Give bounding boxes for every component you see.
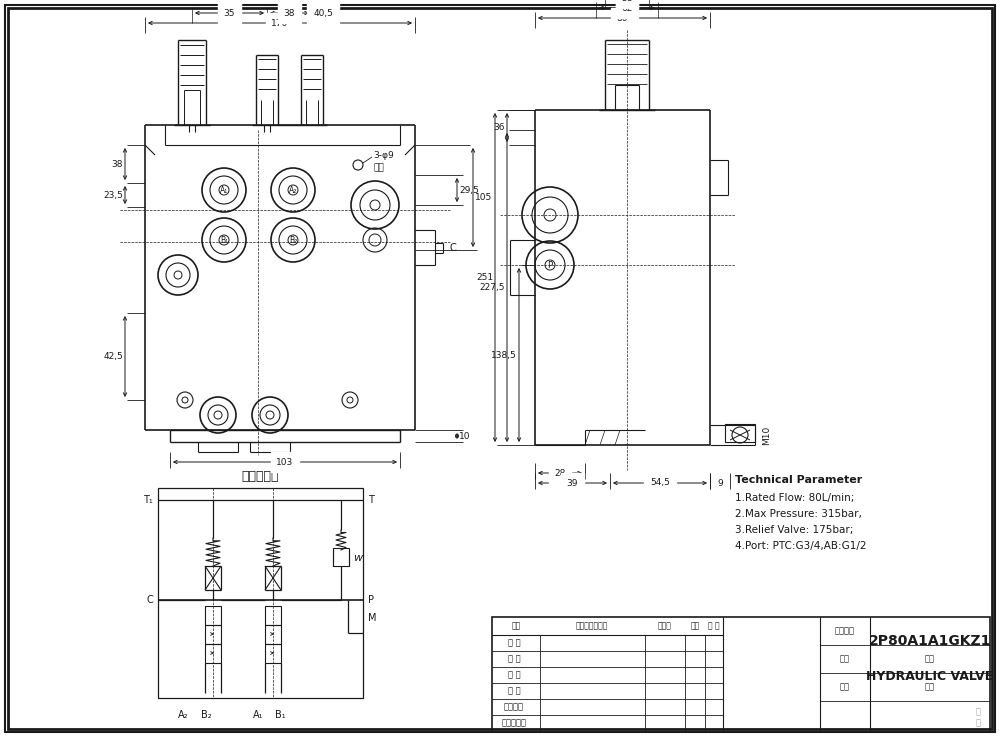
- Bar: [265, 606, 281, 625]
- Text: 35: 35: [224, 9, 235, 18]
- Text: 4.Port: PTC:G3/4,AB:G1/2: 4.Port: PTC:G3/4,AB:G1/2: [735, 541, 866, 551]
- Text: 更改人: 更改人: [658, 621, 672, 630]
- Text: 标记: 标记: [511, 621, 521, 630]
- Text: 共张: 共张: [840, 682, 850, 691]
- Bar: [205, 644, 221, 663]
- Text: 比例: 比例: [925, 654, 935, 663]
- Text: 103: 103: [276, 458, 294, 467]
- Text: 227,5: 227,5: [480, 283, 505, 292]
- Text: 170: 170: [271, 18, 289, 27]
- Bar: [725, 424, 755, 442]
- Bar: [205, 625, 221, 644]
- Text: 36: 36: [494, 123, 505, 132]
- Text: 138,5: 138,5: [491, 351, 517, 360]
- Text: 42,5: 42,5: [103, 352, 123, 361]
- Text: 23,5: 23,5: [103, 190, 123, 200]
- Text: 39: 39: [567, 478, 578, 487]
- Text: w: w: [353, 553, 362, 563]
- Text: 设 计: 设 计: [508, 638, 520, 648]
- Text: 描 图: 描 图: [508, 671, 520, 680]
- Text: A₁: A₁: [220, 186, 228, 195]
- Text: 通孔: 通孔: [373, 164, 384, 172]
- Text: A₂: A₂: [289, 186, 297, 195]
- Text: 渐
波: 渐 波: [976, 708, 980, 727]
- Text: P: P: [547, 260, 553, 270]
- Text: 2P80A1A1GKZ1: 2P80A1A1GKZ1: [869, 634, 991, 648]
- Text: 80: 80: [617, 13, 628, 23]
- Text: 校 对: 校 对: [508, 686, 520, 696]
- Text: 9: 9: [717, 478, 723, 487]
- Text: 标准化检查: 标准化检查: [502, 719, 526, 727]
- Text: 制 图: 制 图: [508, 654, 520, 663]
- Text: 3.Relief Valve: 175bar;: 3.Relief Valve: 175bar;: [735, 525, 853, 535]
- Text: 重量: 重量: [840, 654, 850, 663]
- Text: 2.Max Pressure: 315bar,: 2.Max Pressure: 315bar,: [735, 509, 862, 519]
- Text: 工艺检查: 工艺检查: [504, 702, 524, 711]
- Text: M10: M10: [762, 425, 771, 444]
- Text: 38: 38: [284, 9, 295, 18]
- Text: A₁: A₁: [253, 710, 263, 720]
- Text: 62: 62: [621, 4, 633, 13]
- Bar: [158, 488, 363, 698]
- Bar: [265, 644, 281, 663]
- Text: 54,5: 54,5: [650, 478, 670, 487]
- Bar: [492, 617, 990, 732]
- Text: 10: 10: [459, 431, 471, 441]
- Text: M: M: [368, 613, 376, 623]
- Text: 251: 251: [476, 273, 493, 282]
- Text: 1.Rated Flow: 80L/min;: 1.Rated Flow: 80L/min;: [735, 493, 854, 503]
- Text: HYDRAULIC VALVE: HYDRAULIC VALVE: [866, 671, 994, 683]
- Text: A₂: A₂: [178, 710, 188, 720]
- Text: 审 核: 审 核: [708, 621, 720, 630]
- Text: 图样标记: 图样标记: [835, 626, 855, 635]
- Bar: [265, 625, 281, 644]
- Bar: [333, 548, 349, 566]
- Text: T₁: T₁: [143, 495, 153, 505]
- Text: C: C: [146, 595, 153, 605]
- Text: B₂: B₂: [289, 236, 297, 245]
- Text: Technical Parameter: Technical Parameter: [735, 475, 862, 485]
- Text: 38: 38: [112, 159, 123, 169]
- Text: 40,5: 40,5: [313, 9, 333, 18]
- Text: B₂: B₂: [201, 710, 211, 720]
- Text: 液压原理图: 液压原理图: [241, 469, 279, 483]
- Text: 28: 28: [554, 469, 566, 478]
- Bar: [205, 606, 221, 625]
- Text: 105: 105: [475, 193, 492, 202]
- Text: T: T: [368, 495, 374, 505]
- Text: B₁: B₁: [220, 236, 228, 245]
- Text: 58: 58: [621, 0, 633, 2]
- Text: 29,5: 29,5: [459, 186, 479, 195]
- Text: 3-φ9: 3-φ9: [373, 150, 394, 159]
- Text: 第张: 第张: [925, 682, 935, 691]
- Text: 日期: 日期: [690, 621, 700, 630]
- Text: P: P: [368, 595, 374, 605]
- Text: 更改内容或依据: 更改内容或依据: [576, 621, 608, 630]
- Text: B₁: B₁: [275, 710, 285, 720]
- Text: C: C: [450, 243, 457, 253]
